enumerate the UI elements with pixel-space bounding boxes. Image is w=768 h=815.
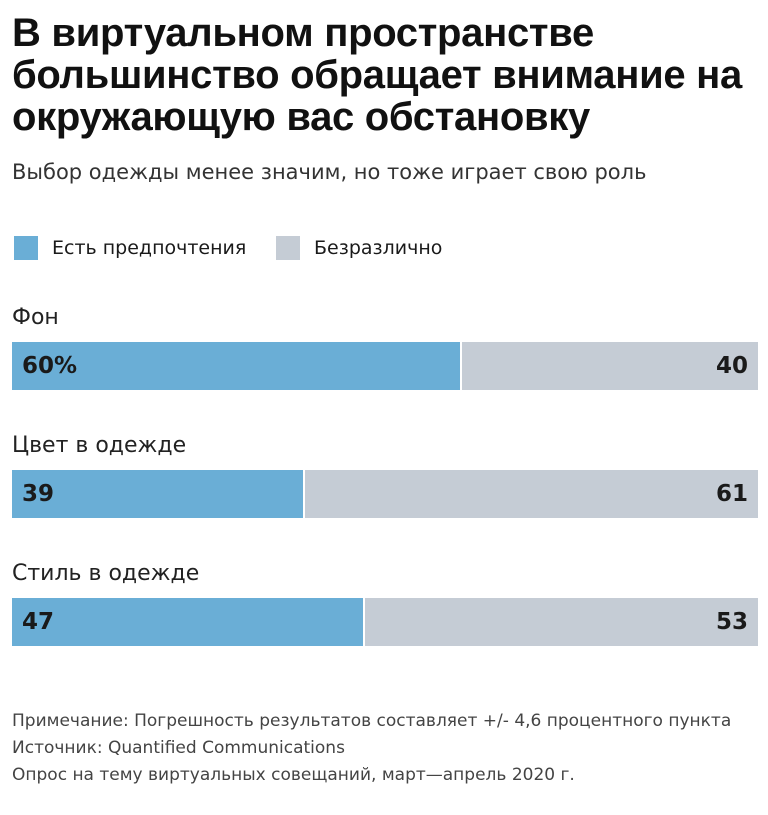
legend-label-preferences: Есть предпочтения [52, 237, 247, 259]
chart-subtitle: Выбор одежды менее значим, но тоже играе… [12, 160, 647, 184]
chart-title: В виртуальном пространстве большинство о… [12, 11, 742, 139]
bar-row: Фон 60% 40 [12, 300, 758, 400]
bar-segment-indifferent: 40 [461, 342, 758, 390]
bar-row: Стиль в одежде 47 53 [12, 556, 758, 656]
stacked-bar-chart: Фон 60% 40 Цвет в одежде 39 61 Стиль в одежде 4… [12, 300, 758, 660]
bar-segment-preferences: 60% [12, 342, 460, 390]
category-label: Цвет в одежде [12, 433, 187, 458]
category-label: Фон [12, 305, 59, 330]
note-source: Источник: Quantified Communications [12, 738, 345, 758]
bar-row: Цвет в одежде 39 61 [12, 428, 758, 528]
note-margin-of-error: Примечание: Погрешность результатов сост… [12, 711, 732, 731]
bar-segment-indifferent: 61 [304, 470, 758, 518]
bar-value-label: 61 [715, 481, 748, 507]
legend-swatch-indifferent [276, 236, 300, 260]
bar-value-label: 40 [715, 353, 748, 379]
bar-segment-preferences: 47 [12, 598, 363, 646]
bar-value-label: 47 [22, 609, 55, 635]
legend-swatch-preferences [14, 236, 38, 260]
bar-track: 39 61 [12, 470, 758, 518]
bar-segment-indifferent: 53 [364, 598, 758, 646]
legend-label-indifferent: Безразлично [314, 237, 443, 259]
bar-segment-preferences: 39 [12, 470, 303, 518]
note-survey: Опрос на тему виртуальных совещаний, мар… [12, 765, 575, 785]
bar-value-label: 53 [715, 609, 748, 635]
category-label: Стиль в одежде [12, 561, 200, 586]
bar-value-label: 39 [22, 481, 55, 507]
footnotes: Примечание: Погрешность результатов сост… [12, 708, 760, 789]
bar-track: 47 53 [12, 598, 758, 646]
bar-value-label: 60% [22, 353, 78, 379]
bar-track: 60% 40 [12, 342, 758, 390]
